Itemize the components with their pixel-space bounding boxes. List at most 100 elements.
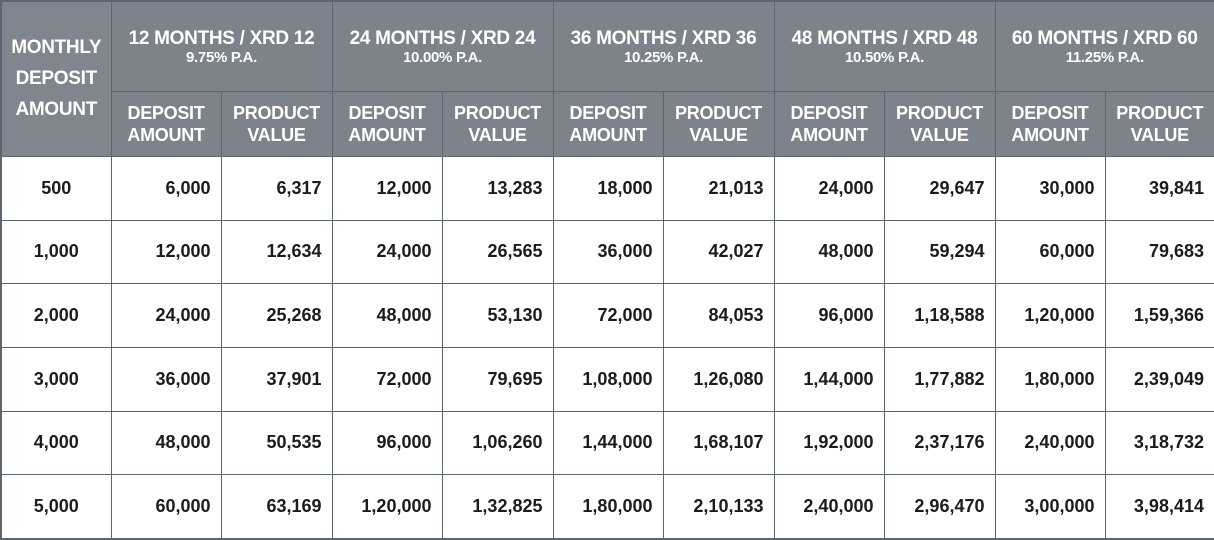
value-cell: 79,683	[1104, 219, 1214, 285]
table-row: 4,000 48,000 50,535 96,000 1,06,260 1,44…	[0, 410, 1214, 476]
table-row: 500 6,000 6,317 12,000 13,283 18,000 21,…	[0, 156, 1214, 221]
plan-header-48-months: 48 MONTHS / XRD 48 10.50% P.A.	[773, 0, 996, 92]
sub-header-row: DEPOSIT AMOUNT PRODUCT VALUE DEPOSIT AMOUNT…	[1, 91, 1214, 157]
value-cell: 21,013	[662, 156, 775, 221]
plan-header-24-months: 24 MONTHS / XRD 24 10.00% P.A.	[331, 0, 554, 92]
value-cell: 26,565	[441, 219, 554, 285]
plan-title: 24 MONTHS / XRD 24	[349, 27, 536, 49]
product-value-header: PRODUCT VALUE	[220, 91, 333, 157]
value-cell: 1,44,000	[552, 410, 664, 476]
table-row: 1,000 12,000 12,634 24,000 26,565 36,000…	[0, 219, 1214, 285]
value-cell: 1,06,260	[441, 410, 554, 476]
value-cell: 6,317	[220, 156, 333, 221]
monthly-deposit-cell: 500	[0, 156, 112, 221]
value-cell: 24,000	[773, 156, 885, 221]
value-cell: 79,695	[441, 346, 554, 412]
deposit-amount-header: DEPOSIT AMOUNT	[552, 91, 664, 157]
value-cell: 48,000	[331, 283, 443, 348]
plan-header-36-months: 36 MONTHS / XRD 36 10.25% P.A.	[552, 0, 775, 92]
table-row: 3,000 36,000 37,901 72,000 79,695 1,08,0…	[0, 346, 1214, 412]
product-value-header: PRODUCT VALUE	[662, 91, 775, 157]
value-cell: 50,535	[220, 410, 333, 476]
plan-header-12-months: 12 MONTHS / XRD 12 9.75% P.A.	[110, 0, 333, 92]
value-cell: 37,901	[220, 346, 333, 412]
deposit-amount-header: DEPOSIT AMOUNT	[994, 91, 1106, 157]
value-cell: 3,00,000	[994, 474, 1106, 540]
value-cell: 18,000	[552, 156, 664, 221]
monthly-deposit-cell: 2,000	[0, 283, 112, 348]
value-cell: 2,39,049	[1104, 346, 1214, 412]
value-cell: 72,000	[331, 346, 443, 412]
monthly-deposit-cell: 4,000	[0, 410, 112, 476]
value-cell: 1,32,825	[441, 474, 554, 540]
monthly-deposit-amount-header: MONTHLY DEPOSIT AMOUNT	[0, 0, 112, 157]
table-row: 2,000 24,000 25,268 48,000 53,130 72,000…	[0, 283, 1214, 348]
value-cell: 1,80,000	[994, 346, 1106, 412]
deposit-amount-header: DEPOSIT AMOUNT	[110, 91, 222, 157]
plan-rate: 9.75% P.A.	[186, 48, 257, 66]
value-cell: 60,000	[994, 219, 1106, 285]
value-cell: 25,268	[220, 283, 333, 348]
value-cell: 84,053	[662, 283, 775, 348]
value-cell: 1,68,107	[662, 410, 775, 476]
value-cell: 48,000	[773, 219, 885, 285]
value-cell: 1,20,000	[331, 474, 443, 540]
value-cell: 1,77,882	[883, 346, 996, 412]
value-cell: 2,37,176	[883, 410, 996, 476]
value-cell: 1,44,000	[773, 346, 885, 412]
value-cell: 12,634	[220, 219, 333, 285]
value-cell: 96,000	[773, 283, 885, 348]
value-cell: 60,000	[110, 474, 222, 540]
table-row: 5,000 60,000 63,169 1,20,000 1,32,825 1,…	[0, 474, 1214, 540]
value-cell: 2,96,470	[883, 474, 996, 540]
value-cell: 72,000	[552, 283, 664, 348]
value-cell: 12,000	[331, 156, 443, 221]
monthly-deposit-cell: 3,000	[0, 346, 112, 412]
value-cell: 24,000	[331, 219, 443, 285]
value-cell: 1,18,588	[883, 283, 996, 348]
value-cell: 13,283	[441, 156, 554, 221]
monthly-deposit-cell: 1,000	[0, 219, 112, 285]
value-cell: 63,169	[220, 474, 333, 540]
value-cell: 1,80,000	[552, 474, 664, 540]
product-value-header: PRODUCT VALUE	[883, 91, 996, 157]
value-cell: 1,26,080	[662, 346, 775, 412]
plan-rate: 10.25% P.A.	[624, 48, 703, 66]
product-value-header: PRODUCT VALUE	[1104, 91, 1214, 157]
plan-rate: 11.25% P.A.	[1065, 48, 1144, 66]
plan-title: 12 MONTHS / XRD 12	[128, 27, 315, 49]
monthly-deposit-cell: 5,000	[0, 474, 112, 540]
value-cell: 24,000	[110, 283, 222, 348]
value-cell: 1,59,366	[1104, 283, 1214, 348]
value-cell: 42,027	[662, 219, 775, 285]
value-cell: 2,40,000	[994, 410, 1106, 476]
value-cell: 3,98,414	[1104, 474, 1214, 540]
deposit-amount-header: DEPOSIT AMOUNT	[773, 91, 885, 157]
product-value-header: PRODUCT VALUE	[441, 91, 554, 157]
plan-title: 48 MONTHS / XRD 48	[791, 27, 978, 49]
value-cell: 1,20,000	[994, 283, 1106, 348]
plan-header-row: MONTHLY DEPOSIT AMOUNT 12 MONTHS / XRD 1…	[0, 0, 1214, 157]
value-cell: 1,92,000	[773, 410, 885, 476]
value-cell: 3,18,732	[1104, 410, 1214, 476]
value-cell: 36,000	[552, 219, 664, 285]
value-cell: 12,000	[110, 219, 222, 285]
value-cell: 6,000	[110, 156, 222, 221]
value-cell: 29,647	[883, 156, 996, 221]
plan-header-60-months: 60 MONTHS / XRD 60 11.25% P.A.	[994, 0, 1214, 92]
deposit-amount-header: DEPOSIT AMOUNT	[331, 91, 443, 157]
value-cell: 59,294	[883, 219, 996, 285]
value-cell: 1,08,000	[552, 346, 664, 412]
value-cell: 2,40,000	[773, 474, 885, 540]
value-cell: 96,000	[331, 410, 443, 476]
value-cell: 48,000	[110, 410, 222, 476]
value-cell: 53,130	[441, 283, 554, 348]
plan-rate: 10.00% P.A.	[403, 48, 482, 66]
plan-title: 60 MONTHS / XRD 60	[1011, 27, 1198, 49]
plan-title: 36 MONTHS / XRD 36	[570, 27, 757, 49]
value-cell: 36,000	[110, 346, 222, 412]
value-cell: 39,841	[1104, 156, 1214, 221]
value-cell: 2,10,133	[662, 474, 775, 540]
plan-rate: 10.50% P.A.	[845, 48, 924, 66]
